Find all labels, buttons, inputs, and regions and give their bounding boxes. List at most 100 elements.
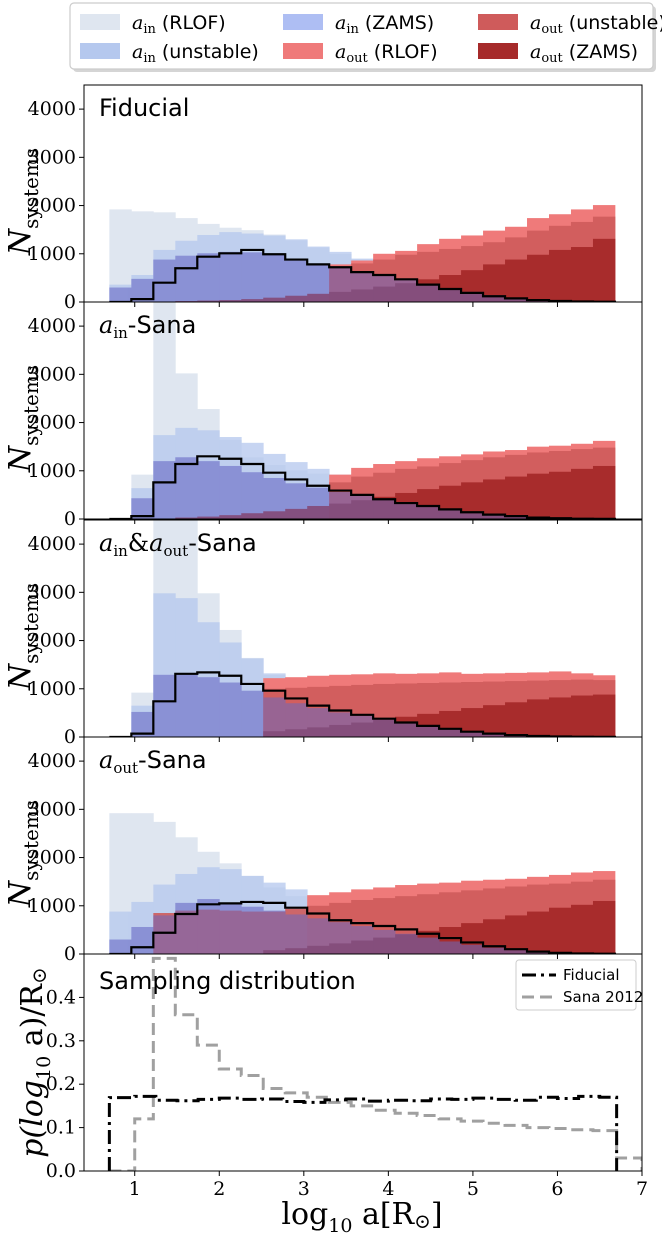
bar: [549, 471, 572, 519]
outline-step: [109, 248, 617, 302]
bar: [109, 209, 132, 302]
legend-swatch: [283, 14, 323, 30]
bar: [153, 461, 176, 519]
bar: [527, 911, 550, 954]
bar: [549, 249, 572, 302]
bar: [109, 287, 132, 302]
bar: [395, 723, 418, 737]
y-tick-label: 0: [64, 943, 76, 965]
bar: [417, 506, 440, 519]
y-tick-label: 4000: [28, 533, 76, 555]
y-axis-label: Nsystems: [3, 800, 43, 908]
panel-4: 0 1000 2000 3000 4000 Nsystems aout-Sana: [3, 736, 643, 965]
bar: [351, 715, 374, 737]
bar: [570, 904, 594, 954]
bar: [505, 950, 528, 954]
bar: [570, 695, 594, 737]
legend-label: ain (ZAMS): [335, 12, 434, 37]
bar: [527, 951, 550, 954]
y-tick-label: 1000: [28, 243, 76, 265]
y-axis-label: Nsystems: [3, 365, 43, 473]
bar: [373, 274, 396, 302]
bar: [329, 491, 352, 519]
y-tick-label: 3000: [28, 798, 76, 820]
bar: [373, 499, 396, 519]
y-tick-label: 4000: [28, 98, 76, 120]
plot-area: [107, 956, 642, 1171]
overlap-tint: [109, 899, 616, 954]
x-tick-label: 2: [213, 1178, 225, 1200]
y-tick-label: 0: [64, 726, 76, 748]
y-tick-label: 1000: [28, 895, 76, 917]
bar: [439, 941, 462, 954]
overlap-tint: [131, 673, 616, 737]
bar: [373, 719, 396, 737]
x-tick-label: 6: [551, 1178, 563, 1200]
legend-swatch: [478, 43, 518, 59]
y-tick-label: 0: [64, 508, 76, 530]
bar: [153, 259, 176, 302]
bar: [329, 267, 352, 302]
y-tick-label: 2000: [28, 847, 76, 869]
overlap-tint: [131, 457, 616, 519]
bar: [461, 482, 484, 519]
fiducial-step: [107, 1094, 619, 1171]
bar: [505, 476, 528, 519]
bar: [307, 487, 330, 519]
panel-3: 0 1000 2000 3000 4000 Nsystems ain&aout-Sana: [3, 519, 643, 748]
bar: [570, 247, 594, 302]
legend-label: ain (unstable): [132, 41, 259, 66]
bar: [395, 278, 418, 302]
bar: [549, 907, 572, 954]
bar: [417, 726, 440, 737]
sana-step: [109, 956, 642, 1171]
x-tick-label: 7: [636, 1178, 648, 1200]
bar: [483, 705, 506, 737]
bar: [131, 498, 154, 519]
bar: [439, 288, 462, 302]
axes-frame: [83, 301, 643, 520]
bar: [461, 731, 484, 737]
bar: [241, 252, 264, 302]
legend-label: aout (RLOF): [335, 41, 438, 66]
bar: [483, 479, 506, 519]
bar: [241, 472, 264, 519]
legend-swatch: [283, 43, 323, 59]
bar: [461, 708, 484, 737]
bar: [131, 711, 154, 737]
outline-step: [109, 671, 617, 737]
bar: [329, 712, 352, 737]
bar: [197, 677, 220, 737]
legend-label: aout (unstable): [530, 12, 662, 37]
y-tick-label: 1000: [28, 678, 76, 700]
legend-label: Fiducial: [563, 966, 620, 984]
bar: [592, 694, 616, 737]
bar: [219, 682, 242, 737]
legend-swatch: [80, 14, 120, 30]
bar: [285, 483, 308, 519]
plot-area: [109, 813, 617, 954]
y-tick-label: 4000: [28, 315, 76, 337]
bar: [241, 906, 264, 954]
y-axis-label: p(log10 a)/R⊙: [15, 967, 55, 1158]
bar: [351, 271, 374, 302]
y-tick-label: 2000: [28, 630, 76, 652]
bar: [175, 457, 198, 519]
bar: [263, 910, 286, 954]
panel-2: 0 1000 2000 3000 4000 Nsystems ain-Sana: [3, 301, 643, 530]
bar: [153, 674, 176, 737]
y-tick-label: 3000: [28, 581, 76, 603]
bar: [461, 513, 484, 519]
panel-1: 0 1000 2000 3000 4000 Nsystems Fiducial: [3, 84, 643, 313]
bar: [197, 899, 220, 954]
bar: [131, 926, 154, 954]
bar: [505, 915, 528, 954]
y-tick-label: 0.1: [46, 1117, 76, 1139]
bar: [483, 947, 506, 954]
bar: [285, 914, 308, 954]
y-axis-label: Nsystems: [3, 148, 43, 256]
legend-swatch: [80, 43, 120, 59]
figure-legend: ain (RLOF) ain (unstable) ain (ZAMS) aout (…: [69, 2, 662, 72]
bar: [483, 515, 506, 519]
bar: [592, 900, 616, 954]
